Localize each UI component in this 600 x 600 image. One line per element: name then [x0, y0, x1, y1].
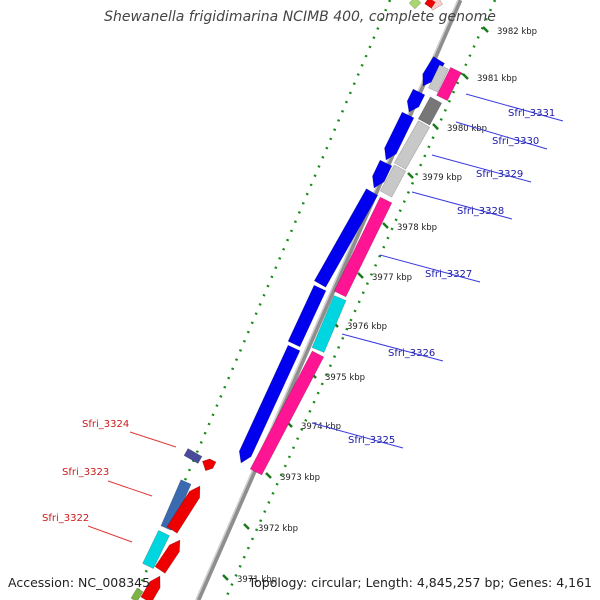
- label-leaders: Sfri_3331 Sfri_3330 Sfri_3329 Sfri_3328 Sfri…: [42, 93, 564, 543]
- gene-features: [130, 0, 462, 600]
- tick-mark: [265, 472, 272, 479]
- gene-label-leader: [455, 121, 548, 150]
- inner-dotted-ring: [223, 0, 497, 600]
- reverse-feature: [140, 575, 161, 600]
- gene-label-forward: Sfri_3326: [388, 348, 435, 359]
- cds-feature: [384, 111, 415, 161]
- reverse-feature: [142, 529, 170, 570]
- pink-feature: [333, 196, 393, 298]
- reverse-small-feature: [202, 458, 217, 472]
- tick-label: 3974 kbp: [301, 422, 341, 432]
- cds-feature: [287, 284, 327, 348]
- tick-mark: [482, 26, 489, 33]
- gray-feature: [428, 64, 449, 93]
- tick-label: 3978 kbp: [397, 223, 437, 233]
- gene-label-forward: Sfri_3325: [348, 435, 395, 446]
- gene-label-forward: Sfri_3328: [457, 206, 504, 217]
- genome-backbone: [195, 0, 463, 600]
- cyan-feature: [311, 295, 347, 353]
- cds-feature: [238, 344, 301, 464]
- gene-label-leader: [129, 431, 177, 448]
- gene-label-forward: Sfri_3329: [476, 169, 523, 180]
- cds-feature: [406, 88, 426, 113]
- tick-mark: [222, 574, 229, 581]
- tick-mark: [407, 172, 414, 179]
- tick-label: 3976 kbp: [347, 322, 387, 332]
- tick-label: 3973 kbp: [280, 473, 320, 483]
- tick-mark: [243, 523, 250, 530]
- gray-feature: [393, 120, 431, 170]
- reverse-feature: [154, 539, 181, 574]
- kbp-tick-marks: 3982 kbp 3981 kbp 3980 kbp 3979 kbp 3978 kbp…: [222, 26, 537, 585]
- genome-title: Shewanella frigidimarina NCIMB 400, comp…: [104, 9, 496, 25]
- tick-label: 3979 kbp: [422, 173, 462, 183]
- gene-label-leader: [87, 525, 133, 543]
- gene-label-leader: [311, 422, 404, 449]
- gene-label-reverse: Sfri_3323: [62, 467, 109, 478]
- gene-label-leader: [107, 480, 153, 497]
- tick-mark: [382, 222, 389, 229]
- gene-label-leader: [431, 154, 532, 183]
- pink-feature: [249, 350, 325, 476]
- cds-feature: [372, 159, 393, 189]
- dark-gray-feature: [417, 96, 443, 126]
- tick-label: 3981 kbp: [477, 74, 517, 84]
- accession-text: Accession: NC_008345: [8, 575, 151, 590]
- gene-label-leader: [465, 93, 564, 122]
- gene-label-leader: [341, 333, 444, 362]
- reverse-feature: [130, 587, 144, 600]
- gene-label-leader: [411, 191, 513, 220]
- gene-label-forward: Sfri_3330: [492, 136, 539, 147]
- partial-feature: [408, 0, 422, 10]
- gene-label-reverse: Sfri_3322: [42, 513, 89, 524]
- tick-mark: [462, 73, 469, 80]
- tick-label: 3980 kbp: [447, 124, 487, 134]
- reverse-feature: [160, 479, 192, 531]
- reverse-small-feature: [183, 448, 203, 464]
- genome-backbone-highlight: [195, 0, 459, 600]
- tick-label: 3972 kbp: [258, 524, 298, 534]
- pink-feature: [436, 66, 462, 102]
- gene-label-forward: Sfri_3331: [508, 108, 555, 119]
- partial-feature: [424, 0, 436, 9]
- gene-label-forward: Sfri_3327: [425, 269, 472, 280]
- gray-feature: [379, 164, 407, 198]
- tick-label: 3977 kbp: [372, 273, 412, 283]
- cds-feature: [313, 188, 379, 288]
- tick-label: 3982 kbp: [497, 27, 537, 37]
- tick-label: 3975 kbp: [325, 373, 365, 383]
- gene-label-reverse: Sfri_3324: [82, 419, 129, 430]
- tick-label: 3971 kbp: [237, 575, 277, 585]
- cds-feature: [422, 56, 445, 87]
- tick-mark: [357, 272, 364, 279]
- reverse-feature: [166, 485, 201, 534]
- tick-mark: [432, 123, 439, 130]
- genome-stats-text: Topology: circular; Length: 4,845,257 bp…: [248, 575, 592, 590]
- gene-label-leader: [379, 254, 481, 283]
